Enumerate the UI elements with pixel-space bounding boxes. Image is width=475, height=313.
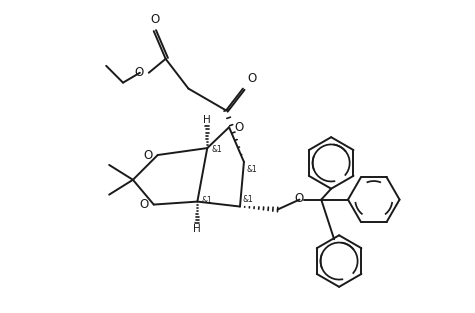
Text: &1: &1	[211, 145, 222, 154]
Text: H: H	[193, 224, 201, 234]
Text: O: O	[150, 13, 160, 26]
Text: O: O	[140, 198, 149, 211]
Text: O: O	[234, 121, 243, 134]
Text: O: O	[143, 148, 153, 162]
Text: O: O	[295, 192, 304, 205]
Text: &1: &1	[201, 196, 212, 205]
Text: O: O	[134, 66, 144, 79]
Text: H: H	[203, 115, 211, 125]
Text: &1: &1	[247, 165, 257, 174]
Text: O: O	[247, 72, 256, 85]
Text: &1: &1	[243, 195, 254, 203]
